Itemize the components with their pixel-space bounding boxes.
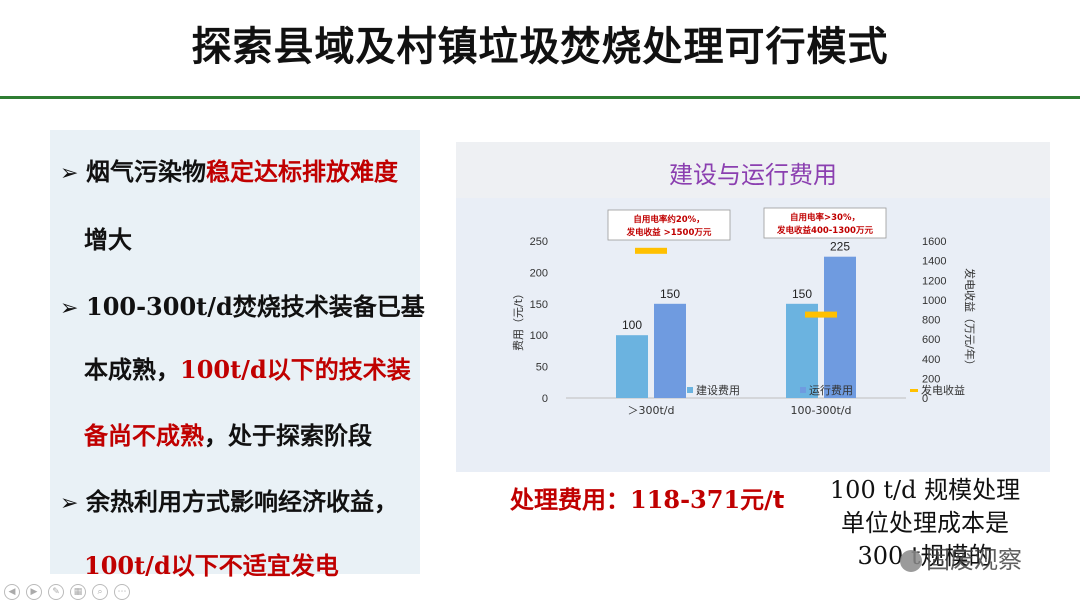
annotation-line-2: 发电收益 >1500万元 xyxy=(626,227,712,238)
y-tick-label: 100 xyxy=(530,330,548,342)
x-tick-label: 100-300t/d xyxy=(791,404,852,417)
bar-construction xyxy=(786,303,818,398)
y2-tick-label: 200 xyxy=(922,373,940,385)
bullet-2-text2: 本成熟， xyxy=(84,356,180,384)
bullet-2-scale: 100t/d xyxy=(180,355,267,384)
bullet-1-cont: 增大 xyxy=(84,226,132,254)
more-icon[interactable]: ⋯ xyxy=(114,584,130,600)
legend-label: 建设费用 xyxy=(696,383,740,397)
bullet-2-highlight: 以下的技术装 xyxy=(266,356,411,384)
cost-unit: 元/t xyxy=(740,486,785,514)
chart-plot-area xyxy=(456,198,1050,472)
note-line-1: 100 t/d 规模处理 xyxy=(829,476,1021,504)
y-tick-label: 150 xyxy=(530,299,548,311)
bullet-2-range: 100-300t/d xyxy=(86,292,233,321)
arrow-bullet-icon: ➢ xyxy=(60,161,79,186)
annotation-line-1: 自用电率>30%， xyxy=(790,212,860,223)
y2-tick-label: 600 xyxy=(922,334,940,346)
revenue-marker xyxy=(635,247,667,254)
bullet-3-highlight: 以下不适宜发电 xyxy=(170,552,339,580)
bullet-3-text: 余热利用方式影响经济收益， xyxy=(86,488,398,516)
pen-icon[interactable]: ✎ xyxy=(48,584,64,600)
bullet-2: ➢ 100-300t/d焚烧技术装备已基 xyxy=(60,287,425,322)
title-divider xyxy=(0,96,1080,99)
scale-note: 100 t/d 规模处理 单位处理成本是 300 t规模的 xyxy=(800,474,1050,573)
y-tick-label: 200 xyxy=(530,267,548,279)
cost-label: 处理费用： xyxy=(510,486,630,514)
y2-tick-label: 0 xyxy=(922,393,928,405)
wechat-icon xyxy=(900,550,922,572)
bullet-2-line3: 备尚不成熟，处于探索阶段 xyxy=(84,416,372,451)
y2-tick-label: 1600 xyxy=(922,236,946,248)
bullets-panel xyxy=(50,130,420,574)
y-tick-label: 250 xyxy=(530,236,548,248)
chart-title: 建设与运行费用 xyxy=(669,161,837,189)
annotation-line-2: 发电收益400-1300万元 xyxy=(776,225,873,236)
bullet-1-highlight: 稳定达标排放难度 xyxy=(206,158,398,186)
prev-slide-icon[interactable]: ◀ xyxy=(4,584,20,600)
bullet-2-text: 焚烧技术装备已基 xyxy=(232,293,425,321)
y2-axis-label: 发电收益（万元/年） xyxy=(963,268,977,371)
annotation-line-1: 自用电率约20%， xyxy=(633,214,704,225)
bar-data-label: 150 xyxy=(660,287,680,301)
bar-operation xyxy=(654,303,686,398)
zoom-icon[interactable]: ⌕ xyxy=(92,584,108,600)
page-title: 探索县域及村镇垃圾焚烧处理可行模式 xyxy=(191,24,889,70)
bullet-2-highlight2: 备尚不成熟 xyxy=(84,422,204,450)
bar-operation xyxy=(824,256,856,398)
bullet-3-scale: 100t/d xyxy=(84,551,171,580)
legend-swatch xyxy=(910,389,918,392)
y-axis-label: 费用（元/t） xyxy=(512,288,525,351)
y-tick-label: 50 xyxy=(536,362,548,374)
legend-label: 运行费用 xyxy=(809,384,853,397)
y2-tick-label: 1200 xyxy=(922,275,946,287)
bullet-3-line2: 100t/d以下不适宜发电 xyxy=(84,546,339,581)
x-tick-label: ＞300t/d xyxy=(628,404,675,417)
legend-label: 发电收益 xyxy=(921,383,965,397)
legend-swatch xyxy=(800,387,806,393)
y2-tick-label: 800 xyxy=(922,315,940,327)
cost-chart: 0 50 100 150 200 250 0 200 400 600 800 1000 1200 1400… xyxy=(512,207,977,417)
y-tick-label: 0 xyxy=(542,393,548,405)
annotation-box xyxy=(607,209,731,241)
note-line-3: 300 t规模的 xyxy=(857,542,993,570)
bar-construction xyxy=(616,335,648,398)
watermark-text: 固废观察 xyxy=(926,546,1022,574)
cost-value: 118-371 xyxy=(630,485,741,514)
next-slide-icon[interactable]: ▶ xyxy=(26,584,42,600)
bar-data-label: 100 xyxy=(622,318,642,332)
y2-tick-label: 1400 xyxy=(922,256,946,268)
y2-tick-label: 1000 xyxy=(922,295,946,307)
revenue-marker xyxy=(805,311,837,318)
arrow-bullet-icon: ➢ xyxy=(60,296,79,321)
bullet-2-text3: ，处于探索阶段 xyxy=(204,422,372,450)
bullet-2-line2: 本成熟，100t/d以下的技术装 xyxy=(84,350,411,385)
bullet-1: ➢ 烟气污染物稳定达标排放难度 xyxy=(60,152,398,187)
slideshow-toolbar: ◀ ▶ ✎ ▦ ⌕ ⋯ xyxy=(4,584,130,600)
grid-icon[interactable]: ▦ xyxy=(70,584,86,600)
bar-data-label: 150 xyxy=(792,287,812,301)
bullet-1-text: 烟气污染物 xyxy=(86,158,206,186)
legend-swatch xyxy=(687,387,693,393)
arrow-bullet-icon: ➢ xyxy=(60,491,79,516)
watermark: 固废观察 xyxy=(900,540,1022,575)
bar-data-label: 225 xyxy=(830,240,850,254)
y2-tick-label: 400 xyxy=(922,354,940,366)
annotation-box xyxy=(763,207,887,239)
bullet-3: ➢ 余热利用方式影响经济收益， xyxy=(60,482,398,517)
note-line-2: 单位处理成本是 xyxy=(841,509,1009,537)
cost-line: 处理费用：118-371元/t xyxy=(510,480,784,515)
